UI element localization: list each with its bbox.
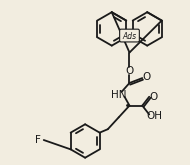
Text: HN: HN: [111, 90, 126, 100]
Text: Ads: Ads: [122, 32, 137, 41]
Text: O: O: [125, 66, 134, 76]
Text: O: O: [142, 72, 150, 82]
Text: O: O: [149, 92, 157, 102]
Text: OH: OH: [146, 111, 162, 121]
Text: F: F: [35, 135, 41, 145]
FancyBboxPatch shape: [120, 29, 139, 42]
